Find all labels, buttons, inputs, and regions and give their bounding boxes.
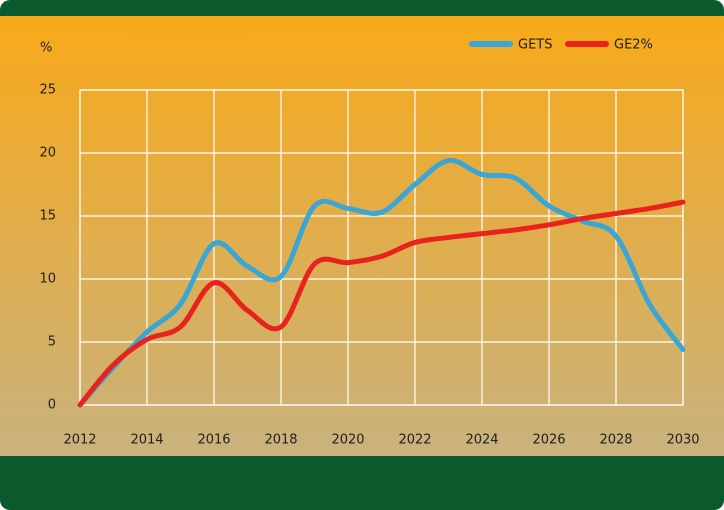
legend-label: GE2%	[614, 38, 653, 53]
x-tick-label: 2020	[331, 433, 364, 448]
x-tick-label: 2012	[63, 433, 96, 448]
y-tick-label: 20	[39, 146, 56, 161]
x-tick-label: 2014	[130, 433, 163, 448]
y-tick-label: 15	[39, 209, 56, 224]
x-tick-label: 2022	[398, 433, 431, 448]
x-tick-label: 2016	[197, 433, 230, 448]
panel	[0, 16, 724, 456]
x-tick-label: 2018	[264, 433, 297, 448]
line	[77, 199, 686, 408]
x-tick-label: 2028	[599, 433, 632, 448]
x-tick-label: 2024	[465, 433, 498, 448]
y-tick-label: 10	[39, 272, 56, 287]
x-tick-label: 2026	[532, 433, 565, 448]
y-axis-label: %	[40, 41, 52, 56]
y-tick-label: 0	[48, 398, 56, 413]
y-tick-label: 25	[39, 83, 56, 98]
y-tick-label: 5	[48, 335, 56, 350]
x-tick-label: 2030	[666, 433, 699, 448]
legend-label: GETS	[518, 38, 552, 53]
